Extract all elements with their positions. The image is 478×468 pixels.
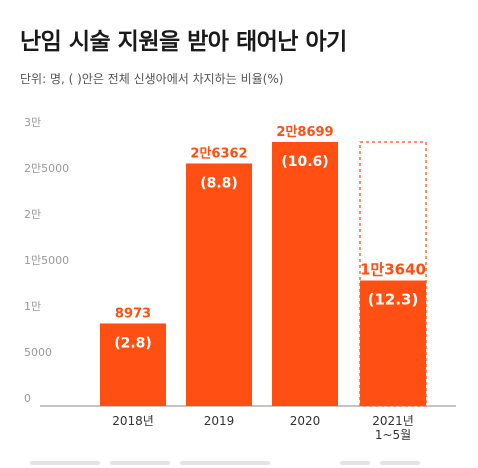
bar (272, 141, 338, 407)
bar-partial-outline (359, 141, 427, 407)
y-tick-label: 0 (24, 392, 31, 405)
y-tick-label: 3만 (24, 116, 41, 129)
bar-percent-label: (10.6) (281, 154, 328, 170)
bar-value-label: 2만6362 (190, 145, 247, 161)
bar-value-label: 2만8699 (276, 124, 333, 140)
x-category-label: 2021년 1~5월 (372, 414, 414, 442)
y-tick-label: 2만5000 (24, 162, 69, 175)
y-tick-label: 1만5000 (24, 254, 69, 267)
chart-title: 난임 시술 지원을 받아 태어난 아기 (20, 29, 347, 55)
bar-percent-label: (12.3) (368, 291, 419, 309)
bar-chart: 0 5000 1만 1만5000 2만 2만5000 3만 8973 (2.8) 2018년 2만6… (24, 116, 456, 442)
chart-subtitle: 단위: 명, ( )안은 전체 신생아에서 차지하는 비율(%) (20, 72, 284, 86)
bottom-strip (0, 458, 478, 468)
bar-percent-label: (8.8) (200, 175, 238, 191)
bar (100, 323, 166, 406)
bar-value-label: 8973 (115, 306, 151, 321)
bar (360, 280, 426, 406)
x-category-label: 2020 (290, 414, 321, 428)
bar-value-label: 1만3640 (360, 261, 426, 279)
bar-percent-label: (2.8) (114, 335, 152, 351)
bar (186, 163, 252, 406)
x-category-label: 2019 (204, 414, 235, 428)
x-category-label: 2018년 (112, 414, 154, 428)
y-tick-label: 2만 (24, 208, 41, 221)
y-tick-label: 5000 (24, 346, 52, 359)
y-tick-label: 1만 (24, 300, 41, 313)
